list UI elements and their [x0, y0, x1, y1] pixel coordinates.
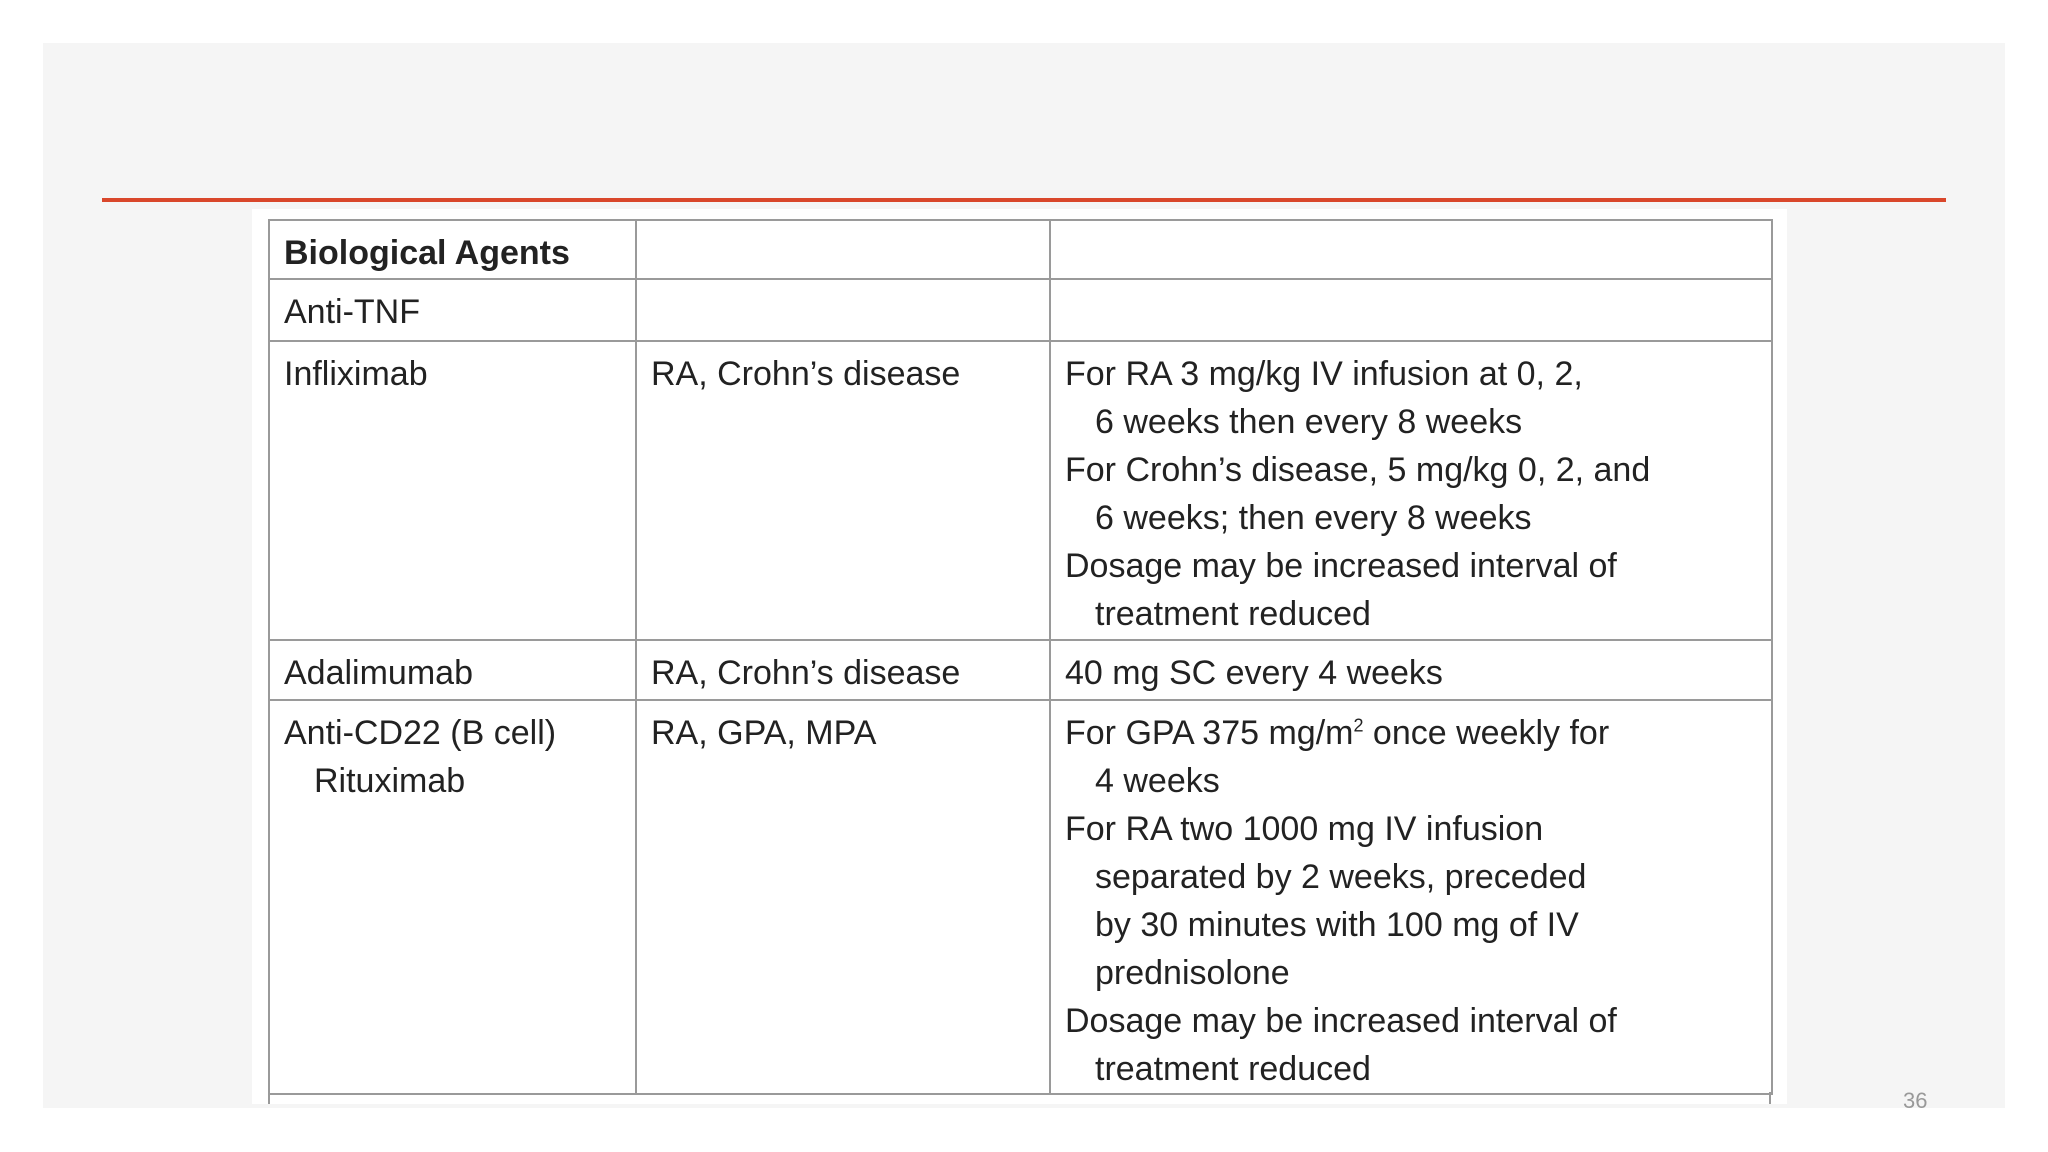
table-cell: Biological Agents	[268, 219, 637, 280]
cell-line: 6 weeks; then every 8 weeks	[1095, 499, 1532, 537]
cell-line: Biological Agents	[284, 234, 570, 272]
table-cell: RA, Crohn’s disease	[635, 340, 1051, 641]
table-row: Infliximab RA, Crohn’s disease For RA 3 mg…	[268, 340, 1773, 641]
text-span: once weekly for	[1363, 714, 1610, 752]
cell-line: Adalimumab	[284, 654, 473, 692]
table-cell	[635, 278, 1051, 342]
table-row: Anti-TNF	[268, 278, 1773, 342]
table-cell: Infliximab	[268, 340, 637, 641]
cell-line: Rituximab	[314, 762, 466, 800]
table-row: Biological Agents	[268, 219, 1773, 280]
cell-line: by 30 minutes with 100 mg of IV	[1095, 906, 1579, 944]
table-cell	[1049, 219, 1773, 280]
table-cell: Anti-TNF	[268, 278, 637, 342]
table-row: Anti-CD22 (B cell) Rituximab RA, GPA, MPA F…	[268, 699, 1773, 1095]
table-cell: Anti-CD22 (B cell) Rituximab	[268, 699, 637, 1095]
cell-line: 4 weeks	[1095, 762, 1220, 800]
cell-line: RA, GPA, MPA	[651, 714, 877, 752]
table-cell: RA, GPA, MPA	[635, 699, 1051, 1095]
cell-line: separated by 2 weeks, preceded	[1095, 858, 1587, 896]
cell-line: Dosage may be increased interval of	[1065, 1002, 1617, 1040]
cell-line: 6 weeks then every 8 weeks	[1095, 403, 1523, 441]
table-cell: 40 mg SC every 4 weeks	[1049, 639, 1773, 701]
cell-line: Dosage may be increased interval of	[1065, 547, 1617, 585]
table-cell	[1049, 278, 1773, 342]
cell-line: RA, Crohn’s disease	[651, 355, 961, 393]
text-span: For GPA 375 mg/m	[1065, 714, 1354, 752]
table-cell	[635, 219, 1051, 280]
table-cell: For GPA 375 mg/m2 once weekly for 4 weeks…	[1049, 699, 1773, 1095]
cell-line: Anti-CD22 (B cell)	[284, 714, 557, 752]
cell-line: treatment reduced	[1095, 1050, 1371, 1088]
cell-line: RA, Crohn’s disease	[651, 654, 961, 692]
table-cell: RA, Crohn’s disease	[635, 639, 1051, 701]
cell-line: For GPA 375 mg/m2 once weekly for	[1065, 709, 1757, 757]
title-rule	[102, 198, 1946, 202]
page-number: 36	[1903, 1088, 1928, 1113]
cell-line: prednisolone	[1095, 954, 1290, 992]
cell-line: For RA two 1000 mg IV infusion	[1065, 810, 1544, 848]
cell-line: For Crohn’s disease, 5 mg/kg 0, 2, and	[1065, 451, 1651, 489]
table-continuation	[268, 1092, 1771, 1104]
cell-line: Infliximab	[284, 355, 428, 393]
drug-table: Biological Agents Anti-TNF Infliximab RA, C…	[268, 219, 1773, 1095]
cell-line: treatment reduced	[1095, 595, 1371, 633]
cell-line: For RA 3 mg/kg IV infusion at 0, 2,	[1065, 355, 1583, 393]
table-cell: For RA 3 mg/kg IV infusion at 0, 2, 6 wee…	[1049, 340, 1773, 641]
table-row: Adalimumab RA, Crohn’s disease 40 mg SC ev…	[268, 639, 1773, 701]
cell-line: Anti-TNF	[284, 293, 420, 331]
table-cell: Adalimumab	[268, 639, 637, 701]
superscript: 2	[1353, 715, 1364, 736]
cell-line: 40 mg SC every 4 weeks	[1065, 654, 1443, 692]
